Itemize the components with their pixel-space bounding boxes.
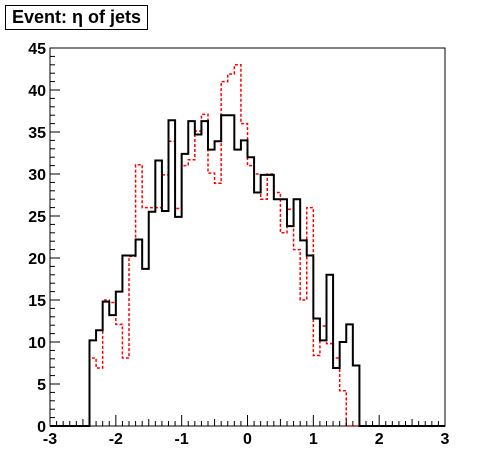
x-tick-label: 0 bbox=[243, 431, 252, 448]
axis-layer: 0 5 10 15 20 25 30 35 40 45 -3 -2 -1 0 1 2 3 bbox=[28, 41, 449, 448]
y-tick-label: 45 bbox=[28, 41, 46, 58]
x-tick-label: 3 bbox=[441, 431, 450, 448]
y-tick-label: 20 bbox=[28, 251, 46, 268]
x-tick-label: -2 bbox=[109, 431, 123, 448]
y-tick-label: 15 bbox=[28, 293, 46, 310]
series-layer bbox=[50, 64, 445, 427]
x-tick-label: -3 bbox=[43, 431, 57, 448]
y-tick-label: 10 bbox=[28, 335, 46, 352]
y-tick-label: 35 bbox=[28, 125, 46, 142]
x-tick-label: -1 bbox=[175, 431, 189, 448]
y-tick-label: 40 bbox=[28, 83, 46, 100]
series-dashed-line bbox=[50, 64, 445, 427]
chart-title-box: Event: η of jets bbox=[5, 5, 149, 30]
y-tick-label: 0 bbox=[37, 419, 46, 436]
y-tick-label: 5 bbox=[37, 377, 46, 394]
chart-title: Event: η of jets bbox=[12, 7, 142, 27]
plot-frame bbox=[49, 47, 446, 427]
y-tick-label: 25 bbox=[28, 209, 46, 226]
series-solid-line bbox=[50, 114, 445, 427]
x-tick-label: 2 bbox=[375, 431, 384, 448]
y-tick-label: 30 bbox=[28, 167, 46, 184]
x-tick-label: 1 bbox=[309, 431, 318, 448]
